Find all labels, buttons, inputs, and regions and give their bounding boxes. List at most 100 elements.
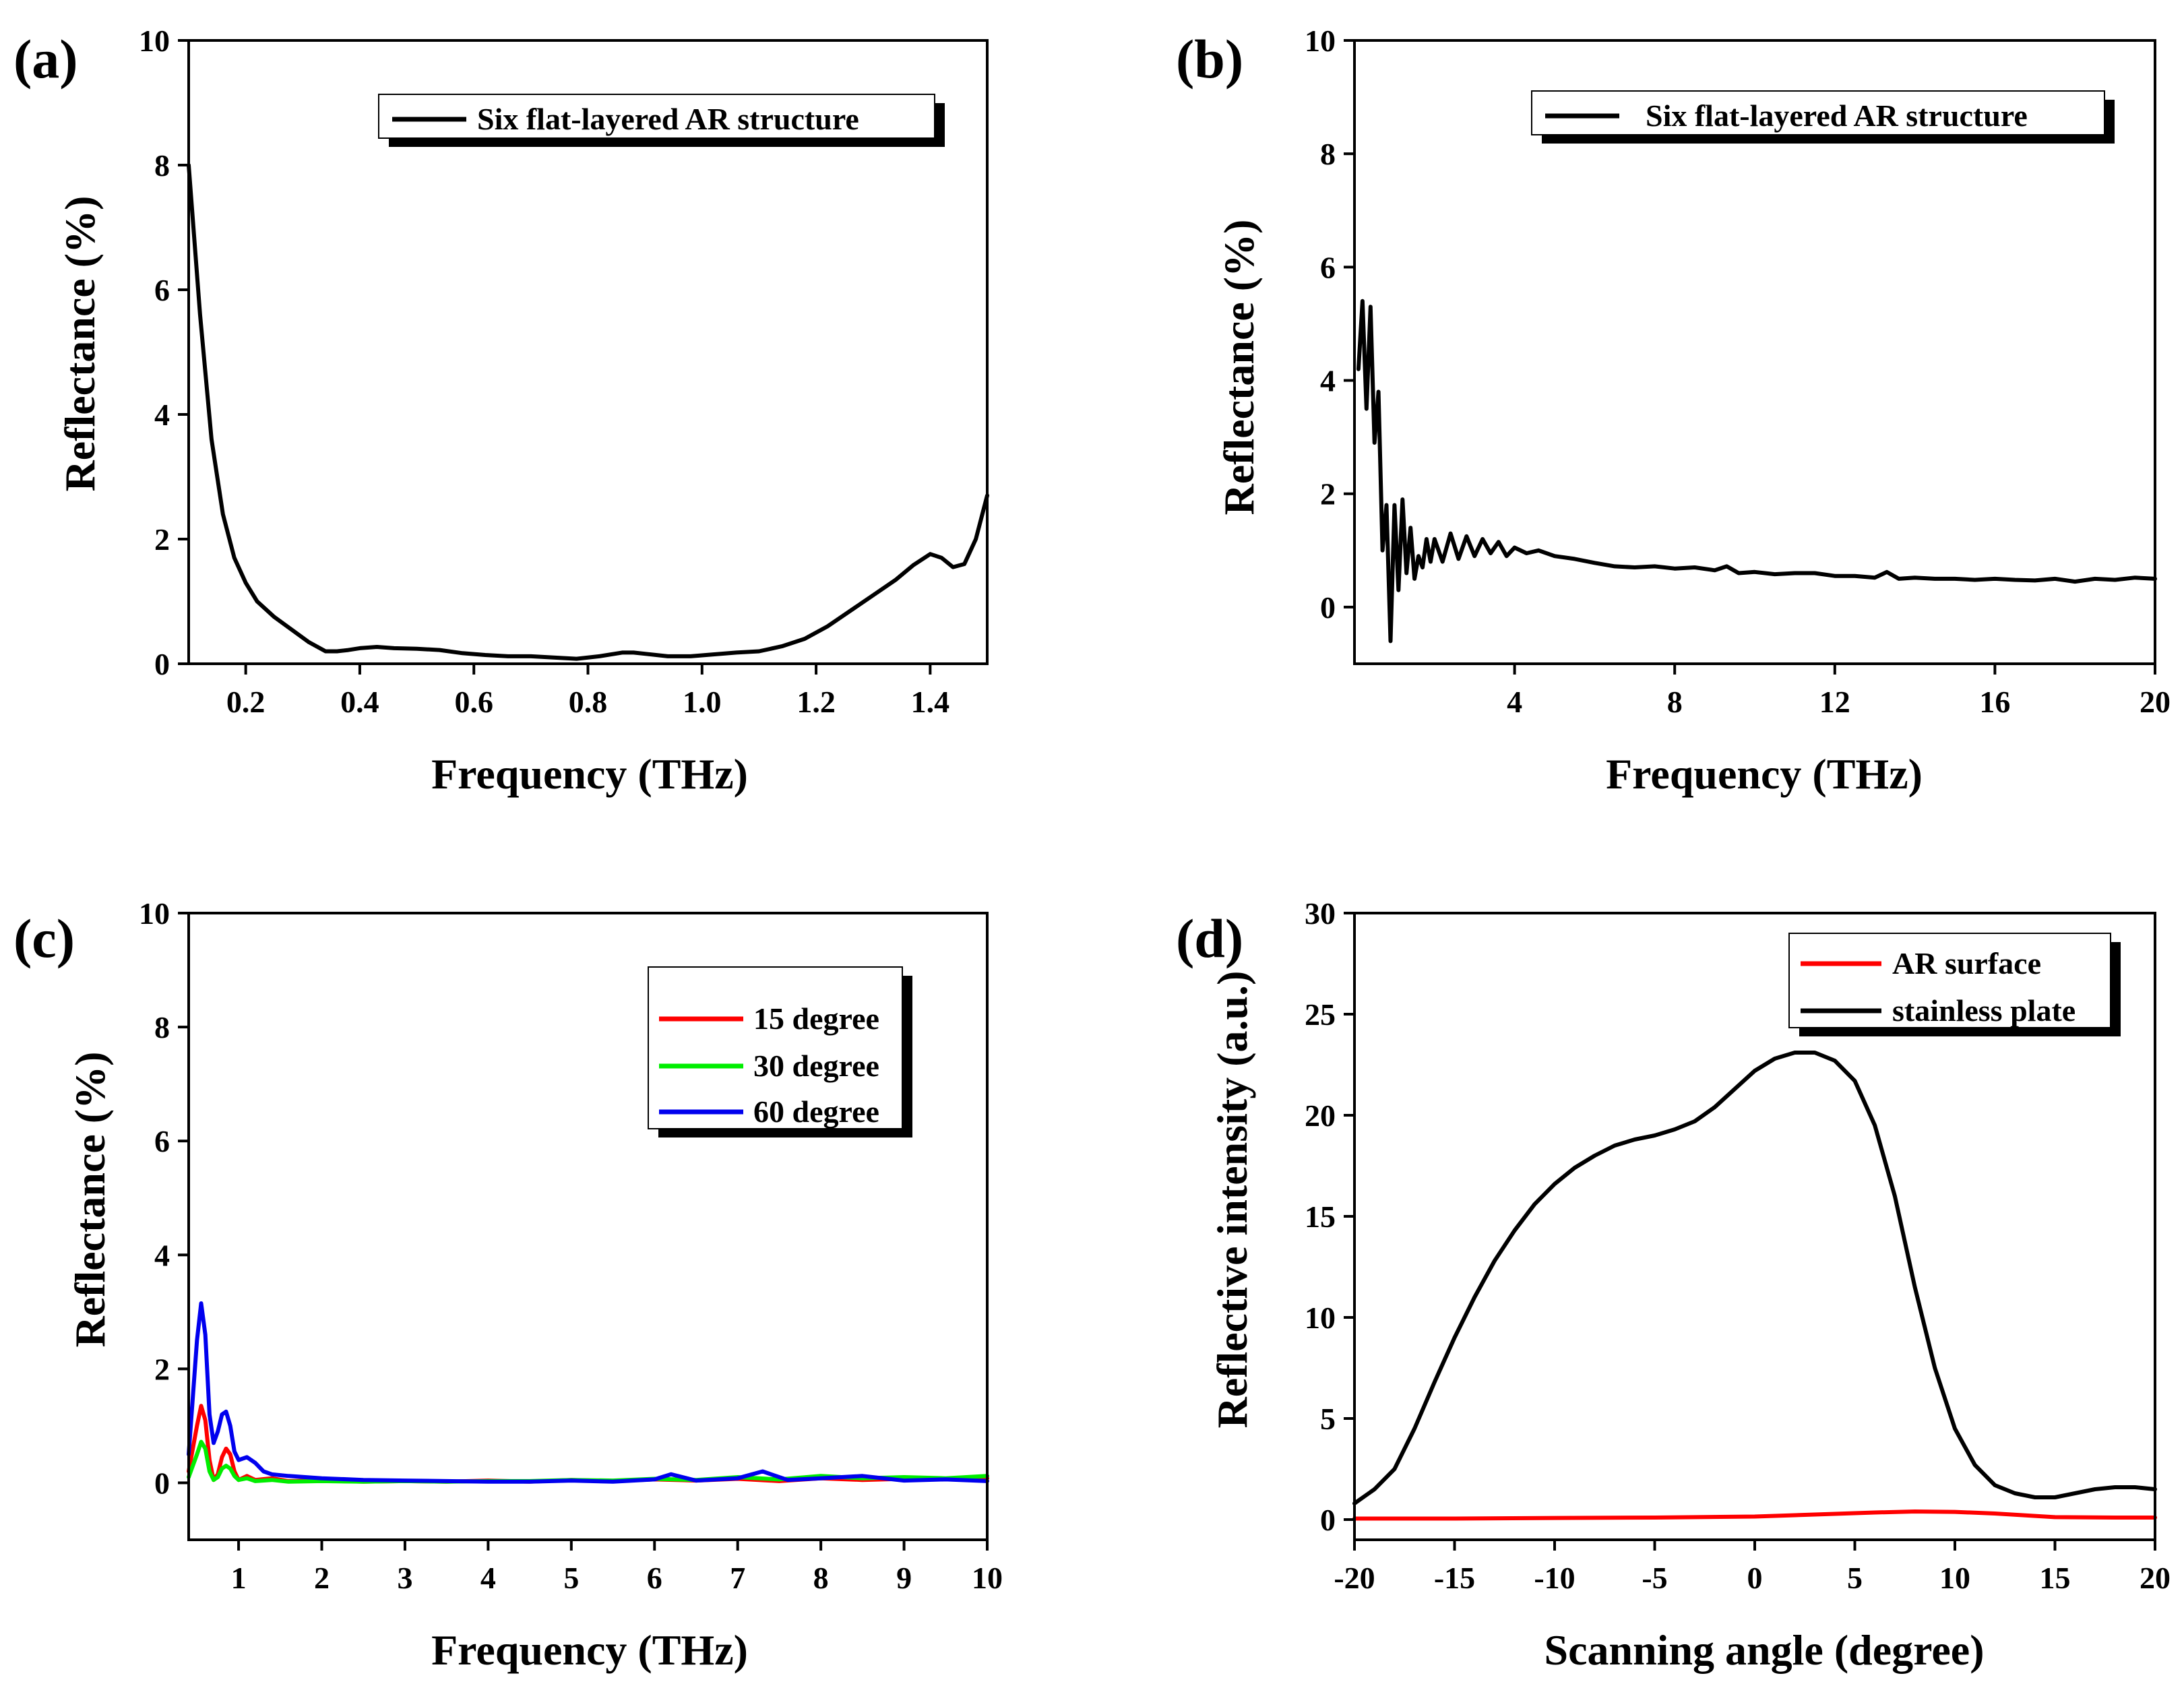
panel-a-xlabel: Frequency (THz) [431,750,748,798]
panel-d-plot: -20 -15 -10 -5 0 5 10 15 20 0 5 10 15 20 25 30 [1305,896,2171,1595]
panel-b-ytick-label-3: 6 [1320,250,1336,284]
panel-d-label: (d) [1176,908,1243,969]
panel-a-xtick-label-0: 0.2 [226,685,266,719]
panel-b-axes-frame [1353,39,2156,665]
panel-d: (d) -20 -15 -10 -5 0 5 10 15 20 0 5 10 15 20 25 30 Scan… [1176,896,2171,1674]
panel-c-legend-label-1: 30 degree [753,1049,879,1083]
panel-b-xtick-label-1: 8 [1667,685,1683,719]
panel-a-xtick-label-2: 0.6 [454,685,493,719]
panel-b-ytick-label-0: 0 [1320,590,1336,625]
panel-d-xtick-label-5: 5 [1847,1561,1863,1595]
panel-c-xtick-label-4: 5 [563,1561,579,1595]
panel-b-xtick-label-3: 16 [1979,685,2010,719]
panel-a-ytick-label-1: 2 [154,522,170,557]
panel-c-xtick-label-8: 9 [896,1561,912,1595]
panel-c-legend: 15 degree 30 degree 60 degree [648,966,912,1137]
panel-d-xtick-label-0: -20 [1334,1561,1375,1595]
panel-d-xtick-label-8: 20 [2140,1561,2171,1595]
panel-a-legend-label-0: Six flat-layered AR structure [477,102,859,136]
panel-d-legend-label-0: AR surface [1892,946,2041,980]
panel-d-xlabel: Scanning angle (degree) [1544,1626,1984,1674]
panel-d-xtick-label-4: 0 [1747,1561,1763,1595]
panel-d-ytick-label-2: 10 [1305,1301,1336,1335]
panel-d-ytick-label-4: 20 [1305,1098,1336,1133]
panel-c-ytick-label-4: 8 [154,1010,170,1044]
panel-b-legend-label-0: Six flat-layered AR structure [1646,98,2028,133]
panel-b-ylabel: Reflectance (%) [1215,220,1263,516]
panel-b-ytick-label-5: 10 [1305,24,1336,58]
panel-d-legend-box [1788,933,2111,1028]
panel-d-legend-label-1: stainless plate [1892,993,2076,1028]
panel-b-ytick-label-2: 4 [1320,364,1336,398]
panel-a-ytick-label-0: 0 [154,647,170,681]
panel-a-xtick-label-6: 1.4 [911,685,950,719]
panel-a-ylabel: Reflectance (%) [56,196,104,492]
panel-d-ytick-label-6: 30 [1305,896,1336,931]
panel-b-plot: 4 8 12 16 20 0 2 4 6 8 10 [1305,24,2171,719]
panel-c-ytick-label-5: 10 [139,896,170,931]
panel-a-series-0-line [187,163,989,661]
panel-c: (c) 1 2 3 4 5 6 7 8 9 10 0 2 4 6 8 10 Frequency (THz) R… [13,896,1003,1674]
panel-b-ytick-label-1: 2 [1320,477,1336,511]
panel-d-ytick-label-1: 5 [1320,1402,1336,1436]
panel-a-ytick-label-5: 10 [139,24,170,58]
panel-a-label: (a) [13,28,78,90]
panel-a-plot: 0.2 0.4 0.6 0.8 1.0 1.2 1.4 0 2 4 6 8 10 [139,24,989,719]
panel-d-xtick-label-3: -5 [1642,1561,1667,1595]
panel-d-legend: AR surface stainless plate [1788,933,2121,1036]
panel-b-ytick-label-4: 8 [1320,137,1336,171]
panel-d-xtick-label-6: 10 [1939,1561,1970,1595]
panel-d-xtick-label-1: -15 [1434,1561,1475,1595]
panel-d-series-0-line [1352,1509,2157,1521]
panel-d-ytick-label-3: 15 [1305,1199,1336,1234]
panel-c-legend-box [648,966,903,1129]
panel-c-ytick-label-3: 6 [154,1124,170,1158]
panel-c-xtick-label-9: 10 [972,1561,1003,1595]
panel-c-label: (c) [13,908,75,969]
panel-a: (a) 0.2 0.4 0.6 0.8 1.0 1.2 1.4 0 2 4 6 8 10 Frequen… [13,24,989,798]
panel-b-xtick-label-2: 12 [1819,685,1850,719]
panel-c-legend-label-0: 15 degree [753,1001,879,1036]
panel-b-legend: Six flat-layered AR structure [1531,90,2115,144]
panel-a-xtick-label-1: 0.4 [340,685,379,719]
panel-b-xlabel: Frequency (THz) [1606,750,1923,798]
panel-c-legend-label-2: 60 degree [753,1094,879,1129]
panel-c-xtick-label-6: 7 [730,1561,745,1595]
panel-c-xtick-label-1: 2 [314,1561,330,1595]
panel-c-ytick-label-0: 0 [154,1466,170,1500]
panel-a-xtick-label-4: 1.0 [683,685,722,719]
panel-c-series-2-line [187,1301,989,1484]
panel-c-xtick-label-3: 4 [480,1561,496,1595]
panel-a-legend-box [378,94,935,139]
panel-a-xtick-label-3: 0.8 [569,685,608,719]
panel-b-series-0-line [1356,299,2157,644]
panel-c-xlabel: Frequency (THz) [431,1626,748,1674]
panel-b-legend-box [1531,90,2105,135]
panel-b-xtick-label-4: 20 [2140,685,2171,719]
panel-c-plot: 1 2 3 4 5 6 7 8 9 10 0 2 4 6 8 10 [139,896,1003,1595]
panel-c-xtick-label-5: 6 [647,1561,662,1595]
panel-c-xtick-label-2: 3 [397,1561,412,1595]
panel-a-legend: Six flat-layered AR structure [378,94,945,147]
panel-d-ytick-label-5: 25 [1305,997,1336,1032]
panel-d-ytick-label-0: 0 [1320,1503,1336,1537]
panel-c-series-1-line [187,1439,989,1484]
panel-a-ytick-label-4: 8 [154,148,170,183]
panel-c-xtick-label-7: 8 [813,1561,829,1595]
panel-d-xtick-label-2: -10 [1534,1561,1575,1595]
panel-b-label: (b) [1176,28,1243,90]
panel-a-ytick-label-3: 6 [154,273,170,307]
panel-a-xtick-label-5: 1.2 [797,685,836,719]
panel-b: (b) 4 8 12 16 20 0 2 4 6 8 10 Frequency (THz) Refl… [1176,24,2171,798]
panel-d-series-1-line [1352,1051,2157,1505]
panel-c-ytick-label-2: 4 [154,1238,170,1272]
panel-d-ylabel: Reflective intensity (a.u.) [1208,971,1256,1429]
panel-c-xtick-label-0: 1 [231,1561,247,1595]
panel-d-xtick-label-7: 15 [2040,1561,2071,1595]
panel-c-ylabel: Reflectance (%) [66,1052,114,1348]
panel-b-xtick-label-0: 4 [1507,685,1522,719]
panel-a-ytick-label-2: 4 [154,398,170,432]
panel-c-axes-frame [187,912,989,1541]
panel-c-ytick-label-1: 2 [154,1352,170,1386]
